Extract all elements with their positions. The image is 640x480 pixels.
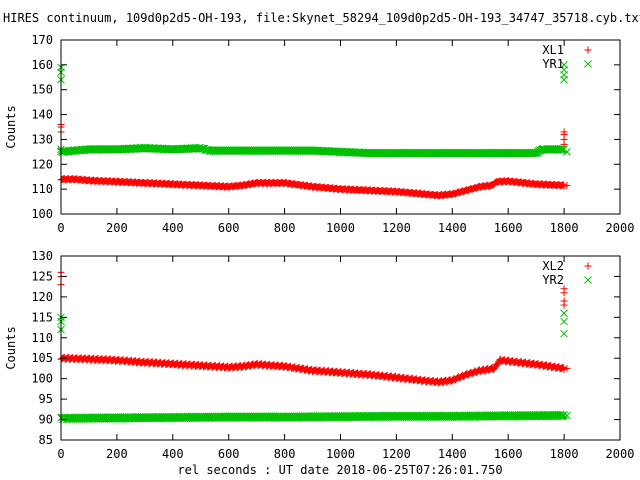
y-tick-label: 100 [31, 372, 53, 386]
x-tick-label: 1600 [494, 221, 523, 235]
bottom-panel: 85 90 95 100 105 110 115 120 125 130 0 200 400 600 800… [4, 249, 634, 461]
y-tick-label: 160 [31, 58, 53, 72]
legend-label: YR1 [542, 57, 564, 71]
legend-marker [584, 46, 592, 54]
x-tick-label: 400 [162, 447, 184, 461]
series-xl2 [57, 268, 571, 387]
x-tick-label: 600 [218, 447, 240, 461]
legend-label: XL1 [542, 43, 564, 57]
legend-label: XL2 [542, 259, 564, 273]
legend-marker [584, 276, 592, 284]
data-point [493, 361, 501, 369]
data-point [563, 181, 571, 189]
y-tick-label: 120 [31, 290, 53, 304]
data-point [560, 411, 568, 419]
x-tick-label: 1400 [438, 221, 467, 235]
y-axis-label: Counts [4, 105, 18, 148]
y-tick-label: 140 [31, 108, 53, 122]
legend-label: YR2 [542, 273, 564, 287]
y-tick-label: 115 [31, 310, 53, 324]
x-tick-label: 0 [57, 447, 64, 461]
data-point [560, 329, 568, 338]
legend-marker [584, 60, 592, 68]
data-point [563, 411, 571, 420]
y-tick-label: 125 [31, 269, 53, 283]
y-tick-label: 90 [39, 413, 53, 427]
x-tick-label: 2000 [606, 447, 635, 461]
y-tick-label: 105 [31, 351, 53, 365]
y-tick-label: 100 [31, 207, 53, 221]
y-tick-label: 130 [31, 249, 53, 263]
x-tick-label: 1200 [382, 447, 411, 461]
x-tick-label: 1000 [326, 221, 355, 235]
y-tick-label: 130 [31, 132, 53, 146]
data-point [563, 364, 571, 372]
x-tick-label: 200 [106, 447, 128, 461]
y-tick-label: 170 [31, 33, 53, 47]
x-tick-label: 2000 [606, 221, 635, 235]
legend-marker [584, 262, 592, 270]
x-tick-label: 800 [274, 447, 296, 461]
x-tick-label: 1000 [326, 447, 355, 461]
y-tick-label: 95 [39, 392, 53, 406]
y-tick-label: 150 [31, 83, 53, 97]
y-axis-label: Counts [4, 326, 18, 369]
data-point [563, 148, 571, 156]
x-tick-label: 600 [218, 221, 240, 235]
x-tick-label: 1600 [494, 447, 523, 461]
x-tick-label: 1400 [438, 447, 467, 461]
y-tick-label: 120 [31, 157, 53, 171]
x-axis-label: rel seconds : UT date 2018-06-25T07:26:0… [177, 463, 502, 477]
series-yr2 [57, 309, 571, 424]
data-point [197, 144, 205, 153]
x-tick-label: 200 [106, 221, 128, 235]
data-point [560, 140, 568, 148]
chart-title: HIRES continuum, 109d0p2d5-OH-193, file:… [3, 11, 640, 25]
top-panel: 100 110 120 130 140 150 160 170 0 200 400 600 800 100… [4, 33, 634, 235]
x-tick-label: 1800 [550, 447, 579, 461]
y-tick-label: 110 [31, 182, 53, 196]
y-tick-label: 85 [39, 433, 53, 447]
plot-area [57, 61, 571, 200]
data-point [560, 75, 568, 84]
data-point [560, 301, 568, 309]
x-tick-label: 1200 [382, 221, 411, 235]
data-point [560, 317, 568, 326]
data-point [560, 309, 568, 318]
series-yr1 [57, 61, 571, 158]
x-tick-label: 800 [274, 221, 296, 235]
x-tick-label: 0 [57, 221, 64, 235]
x-tick-label: 1800 [550, 221, 579, 235]
data-point [560, 289, 568, 297]
series-xl1 [57, 121, 571, 200]
x-tick-label: 400 [162, 221, 184, 235]
plot-area [57, 268, 571, 424]
data-point [559, 181, 567, 189]
y-tick-label: 110 [31, 331, 53, 345]
